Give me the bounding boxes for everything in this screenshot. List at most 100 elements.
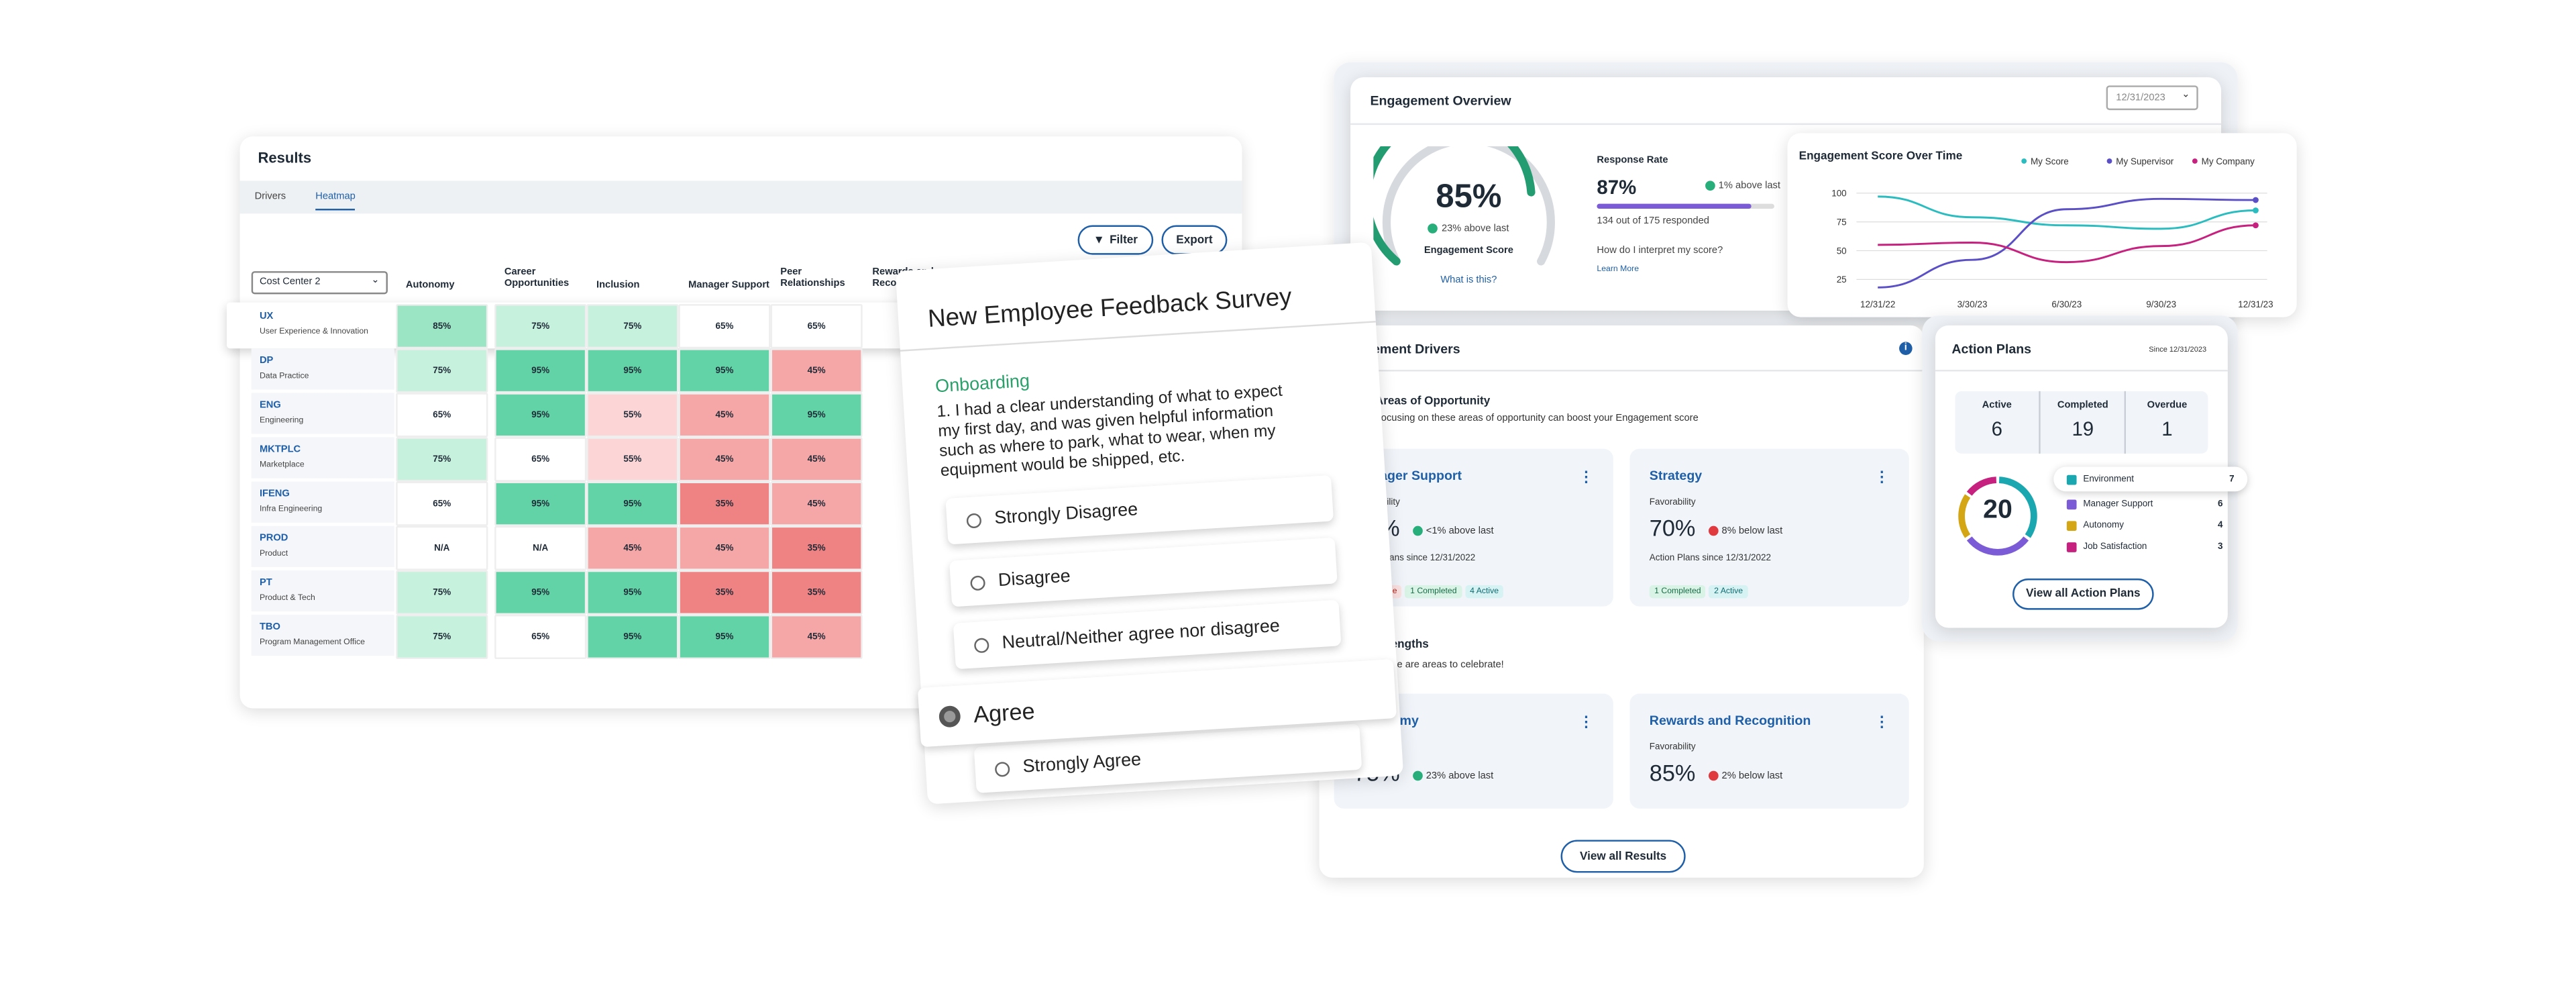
change: 23% above last	[1413, 770, 1494, 782]
series-line	[1878, 224, 2256, 264]
series-line	[1878, 197, 2256, 289]
tab-active[interactable]: Heatmap	[315, 193, 356, 211]
abs: 23% above last	[1400, 223, 1538, 234]
series-line	[1878, 195, 2256, 230]
stat: Completed 19	[2039, 391, 2125, 454]
legend-dot	[2106, 158, 2112, 164]
heat-cell: 75%	[396, 614, 488, 660]
favorability: 70%	[1649, 514, 1696, 541]
row-name: Product	[259, 548, 288, 559]
legend-label: My Company	[2202, 156, 2255, 166]
column-header: Career Opportunities	[504, 268, 570, 290]
heat-cell: 65%	[396, 481, 488, 526]
series-end-dot	[2253, 197, 2259, 203]
kebab: ⋮	[1578, 713, 1594, 730]
date-select[interactable]: 12/31/2023 ⌄	[2106, 85, 2198, 111]
row-label-bg	[251, 437, 394, 479]
span: ▼	[1093, 234, 1105, 246]
filter-label: Filter	[1110, 234, 1138, 246]
legend-name: Autonomy	[2083, 520, 2124, 530]
change-icon	[1413, 770, 1423, 781]
heat-cell: 35%	[770, 525, 863, 570]
option-label: Disagree	[998, 566, 1071, 591]
info-icon[interactable]: i	[1899, 342, 1913, 355]
stats-box: Active 6 Completed 19 Overdue 1	[1955, 391, 2208, 454]
line-chart: 100 75 50 25 12/31/22 3/30/23 6/30/23 9/30/23 12…	[1831, 156, 2273, 309]
tag: 1 Completed	[1649, 585, 1706, 599]
row-label-bg	[251, 348, 394, 390]
kebab: ⋮	[1874, 713, 1890, 730]
view-plans-button[interactable]: View all Action Plans	[2012, 579, 2154, 610]
favorability-label: Favorability	[1649, 498, 1696, 508]
export-button[interactable]: Export	[1161, 225, 1228, 255]
driver-name: Rewards and Recognition	[1649, 713, 1811, 728]
legend-item: Manager Support 6	[2066, 497, 2222, 511]
tab[interactable]: Drivers	[254, 192, 286, 203]
row-code: DP	[259, 356, 274, 367]
legend-dot	[2192, 158, 2198, 164]
tag: 2 Active	[1709, 585, 1748, 599]
kebab: ⋮	[1578, 468, 1594, 485]
kebab: ⋮	[1874, 468, 1890, 485]
row-label-bg	[251, 481, 394, 523]
legend-name: Job Satisfaction	[2083, 541, 2147, 552]
heat-cell: 45%	[678, 437, 771, 482]
driver-name: Strategy	[1649, 468, 1703, 484]
heat-cell: 95%	[494, 393, 587, 438]
change-icon	[1708, 770, 1719, 781]
change-text: <1% above last	[1426, 527, 1494, 537]
series-end-dot	[2253, 222, 2259, 229]
donut-segment	[1998, 476, 2037, 538]
what-link[interactable]: What is this?	[1440, 276, 1497, 287]
heat-cell: 45%	[770, 437, 863, 482]
survey-option[interactable]: Neutral/Neither agree nor disagree	[953, 599, 1342, 670]
heat-cell: 75%	[494, 304, 587, 349]
heat-cell: 95%	[494, 481, 587, 526]
row-name: Engineering	[259, 415, 304, 426]
change-icon	[1413, 525, 1423, 536]
view-results-button[interactable]: View all Results	[1560, 840, 1686, 873]
legend-count: 3	[2217, 541, 2223, 552]
survey-option[interactable]: Disagree	[949, 537, 1338, 607]
heat-cell: 75%	[396, 570, 488, 615]
survey-card: New Employee Feedback Survey Onboarding …	[895, 242, 1404, 805]
score-label: Engagement Score	[1424, 246, 1513, 257]
stat: Active 6	[1955, 391, 2039, 454]
stat-label: Active	[1982, 401, 2012, 411]
heat-cell: 95%	[678, 348, 771, 393]
row-name: User Experience & Innovation	[259, 327, 368, 338]
radio	[966, 512, 982, 528]
score-chart-card: Engagement Score Over Time 100 75 50 25 12/3…	[1787, 133, 2297, 317]
row-code: TBO	[259, 623, 280, 633]
row-code: UX	[259, 312, 274, 323]
option-label: Strongly Agree	[1022, 750, 1142, 777]
x-tick-label: 12/31/23	[2238, 299, 2273, 309]
survey-option[interactable]: Strongly Disagree	[945, 474, 1334, 545]
score-change: 23% above last	[1441, 224, 1509, 235]
legend-label: My Supervisor	[2116, 156, 2174, 166]
y-tick-label: 50	[1837, 246, 1847, 256]
filter-button[interactable]: ▼ Filter	[1077, 225, 1154, 255]
learn-more[interactable]: Learn More	[1597, 264, 1640, 274]
legend-item: Autonomy 4	[2066, 517, 2222, 532]
heat-cell: 45%	[586, 525, 679, 570]
heat-cell: 95%	[770, 393, 863, 438]
heat-cell: 65%	[678, 304, 771, 349]
change: 2% below last	[1708, 770, 1783, 782]
change-text: 2% below last	[1721, 771, 1783, 782]
change-text: 23% above last	[1426, 771, 1494, 782]
select[interactable]: Cost Center 2 ⌄	[251, 271, 388, 295]
option-label: Strongly Disagree	[994, 500, 1139, 529]
change: <1% above last	[1413, 525, 1494, 537]
heat-cell: 75%	[586, 304, 679, 349]
stat-value: 19	[2072, 417, 2094, 441]
row-code: PT	[259, 579, 272, 589]
favorability-label: Favorability	[1649, 742, 1696, 753]
legend-item: Job Satisfaction 3	[2066, 539, 2223, 554]
stat-value: 1	[2161, 417, 2173, 441]
heat-cell: 55%	[586, 393, 679, 438]
divider	[1935, 370, 2228, 372]
row-name: Product & Tech	[259, 593, 315, 603]
y-tick-label: 100	[1831, 189, 1846, 199]
